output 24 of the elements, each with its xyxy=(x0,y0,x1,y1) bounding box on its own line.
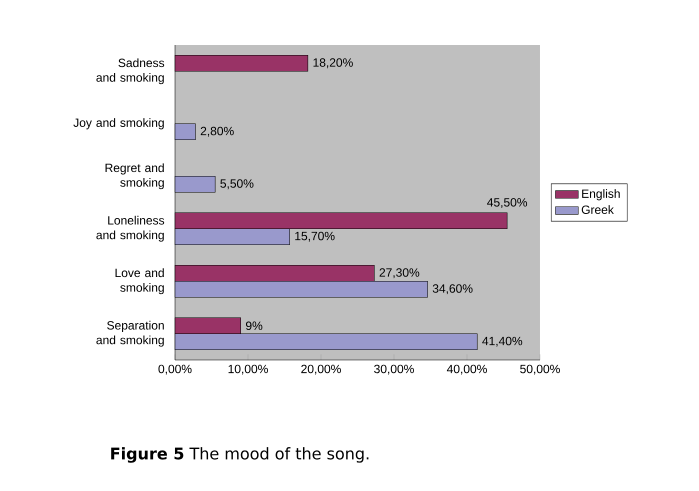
data-label: 34,60% xyxy=(432,284,473,294)
data-label: 15,70% xyxy=(295,232,335,242)
data-label: 27,30% xyxy=(380,268,420,278)
x-tick-label: 30,00% xyxy=(374,364,414,375)
text: Figure 5 The mood of the song. xyxy=(111,447,368,463)
x-tick-label: 50,00% xyxy=(520,364,560,375)
y-tick-label: Separation and smoking xyxy=(96,320,164,347)
x-tick-label: 0,00% xyxy=(158,364,192,375)
data-label: 9% xyxy=(246,321,262,330)
y-tick-label: Loneliness and smoking xyxy=(96,216,164,242)
x-tick-label: 20,00% xyxy=(301,364,341,375)
data-label: 5,50% xyxy=(220,179,254,190)
data-label: 2,80% xyxy=(200,126,234,137)
y-tick-label: Joy and smoking xyxy=(73,118,164,130)
x-tick-label: 40,00% xyxy=(446,364,487,375)
data-label: 18,20% xyxy=(313,58,353,68)
data-label: 41,40% xyxy=(482,336,522,347)
data-label: 45,50% xyxy=(487,198,528,208)
legend-label: English xyxy=(582,189,620,200)
y-tick-label: Regret and smoking xyxy=(106,163,164,190)
y-tick-label: Sadness and smoking xyxy=(96,58,164,84)
x-tick-label: 10,00% xyxy=(228,364,268,375)
legend-label: Greek xyxy=(582,205,614,214)
y-tick-label: Love and smoking xyxy=(116,268,164,294)
